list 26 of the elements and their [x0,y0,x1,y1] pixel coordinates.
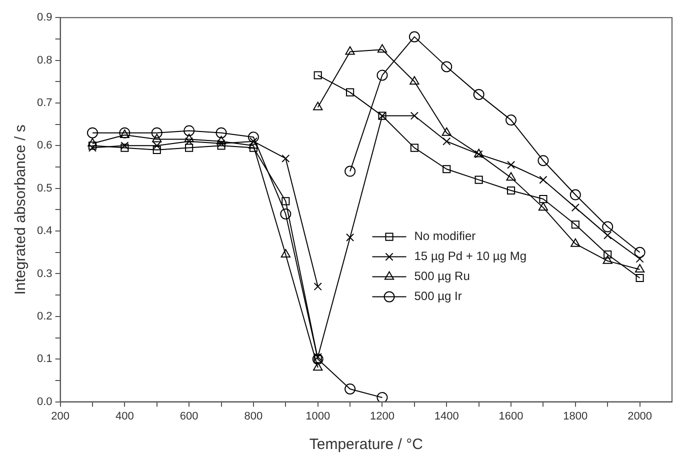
x-tick-label: 200 [51,410,70,422]
x-tick-label: 800 [244,410,263,422]
x-tick-label: 1600 [498,410,524,422]
y-tick-label: 0.8 [36,54,52,66]
y-tick-label: 0.3 [36,268,52,280]
x-axis-title: Temperature / °C [309,436,424,454]
y-tick-label: 0.6 [36,140,52,152]
y-tick-label: 0.7 [36,97,52,110]
x-tick-label: 1200 [370,410,394,422]
x-tick-label: 400 [116,410,134,422]
y-axis-title: Integrated absorbance / s [12,124,30,295]
x-tick-label: 600 [180,410,198,422]
y-tick-label: 0.4 [36,225,52,238]
x-tick-label: 1000 [306,410,330,422]
y-tick-label: 0.5 [36,182,52,194]
legend-label: No modifier [414,229,476,244]
legend-label: 500 µg Ru [414,269,470,284]
y-tick-label: 0.2 [36,310,52,322]
x-tick-label: 1800 [563,410,588,422]
x-tick-label: 1400 [434,410,459,422]
legend-label: 15 µg Pd + 10 µg Mg [414,249,526,264]
x-tick-label: 2000 [628,410,652,422]
legend-label: 500 µg Ir [414,289,462,304]
y-tick-label: 0.9 [36,12,52,24]
y-tick-label: 0.1 [36,353,52,366]
y-tick-label: 0.0 [36,396,52,408]
